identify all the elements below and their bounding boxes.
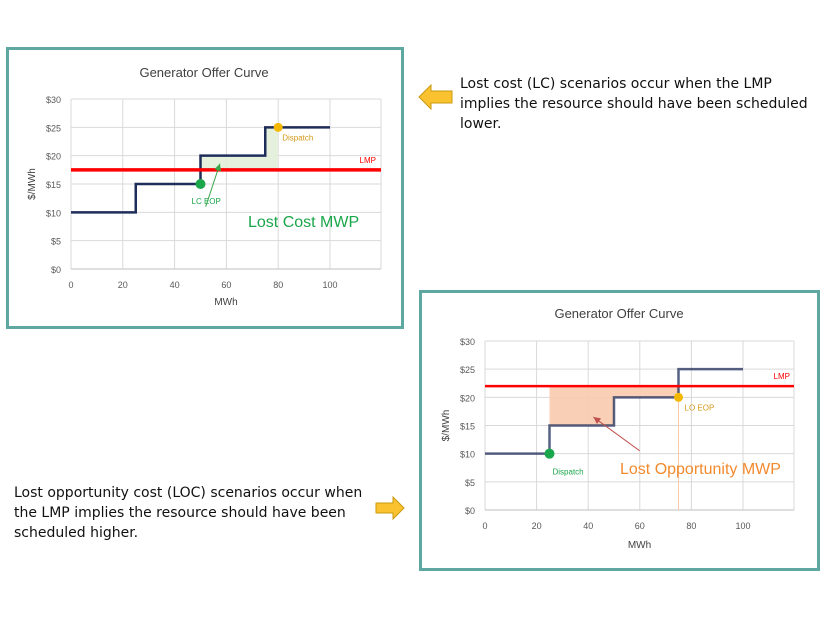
x-tick-label: 80 [273,280,283,290]
x-tick-label: 60 [221,280,231,290]
x-tick-label: 60 [635,521,645,531]
y-tick-label: $0 [465,506,475,516]
marker-label: Dispatch [282,133,313,142]
marker-lc-eop [195,179,206,189]
y-tick-label: $30 [46,95,61,105]
y-axis-label: $/MWh [27,168,38,200]
marker-dispatch [273,122,283,132]
x-tick-label: 100 [735,521,750,531]
y-tick-label: $5 [51,237,61,247]
annotation-label: Lost Opportunity MWP [620,461,781,478]
x-axis-label: MWh [628,540,651,551]
x-tick-label: 80 [686,521,696,531]
marker-lo-eop [674,392,683,402]
arrow-left-icon [418,84,453,110]
lost-cost-chart-frame [6,47,404,329]
shaded-region [200,127,279,170]
lost-cost-description: Lost cost (LC) scenarios occur when the … [460,76,808,132]
x-tick-label: 20 [118,280,128,290]
y-tick-label: $20 [46,152,61,162]
x-tick-label: 20 [532,521,542,531]
annotation-label: Lost Cost MWP [248,214,359,231]
annotation-arrow-line [593,416,641,452]
y-tick-label: $15 [460,422,475,432]
y-tick-label: $20 [460,393,475,403]
y-tick-label: $15 [46,180,61,190]
y-tick-label: $0 [51,265,61,275]
x-axis-label: MWh [214,297,237,308]
y-tick-label: $25 [460,365,475,375]
annotation-arrowhead [593,417,602,424]
chart-title: Generator Offer Curve [139,65,268,80]
arrow-right-icon [375,495,405,521]
y-tick-label: $10 [46,208,61,218]
chart-title: Generator Offer Curve [554,306,683,321]
marker-dispatch [544,448,555,459]
y-tick-label: $5 [465,478,475,488]
lost-opportunity-description: Lost opportunity cost (LOC) scenarios oc… [14,485,363,541]
y-tick-label: $10 [460,450,475,460]
y-tick-label: $30 [460,337,475,347]
annotation-arrowhead [214,163,222,172]
lmp-label: LMP [360,156,376,165]
lmp-label: LMP [774,372,790,381]
y-axis-label: $/MWh [441,410,452,442]
marker-label: LC EOP [192,197,221,206]
lost-opportunity-chart-frame [419,290,820,571]
x-tick-label: 0 [482,521,487,531]
x-tick-label: 40 [583,521,593,531]
marker-label: Dispatch [553,468,584,477]
x-tick-label: 100 [322,280,337,290]
x-tick-label: 0 [68,280,73,290]
y-tick-label: $25 [46,123,61,133]
annotation-arrow-line [205,163,221,207]
x-tick-label: 40 [170,280,180,290]
marker-label: LO EOP [685,403,715,412]
